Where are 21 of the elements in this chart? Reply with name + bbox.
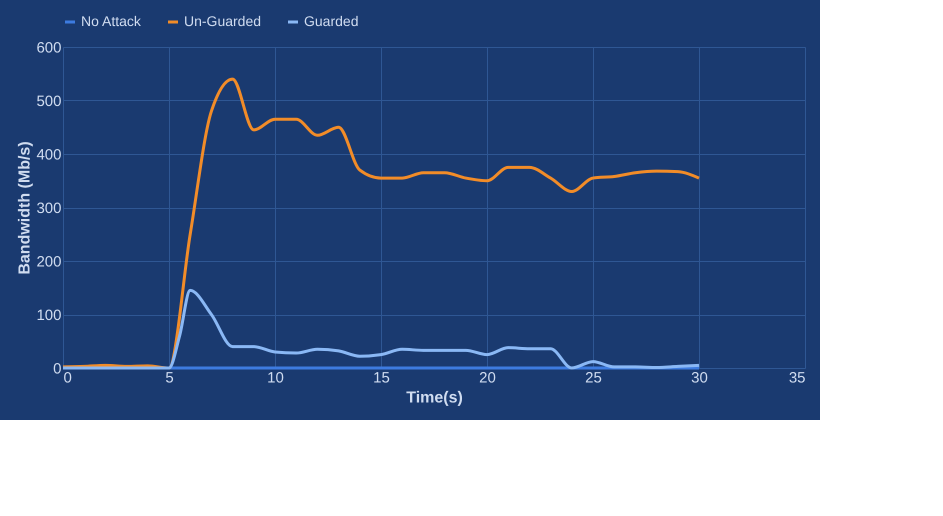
x-tick-label: 5 xyxy=(165,370,174,386)
x-tick-label: 30 xyxy=(691,370,708,386)
y-tick-label: 200 xyxy=(36,254,62,270)
x-tick-label: 35 xyxy=(788,370,806,386)
x-tick-label: 20 xyxy=(479,370,496,386)
legend-label: Guarded xyxy=(304,13,358,29)
y-tick-label: 100 xyxy=(36,307,62,324)
y-tick-label: 400 xyxy=(36,146,62,164)
x-tick-label: 15 xyxy=(373,370,390,386)
y-tick-label: 600 xyxy=(36,40,62,56)
y-tick-label: 300 xyxy=(36,200,62,217)
line-series xyxy=(62,288,700,370)
legend-label: No Attack xyxy=(81,13,142,29)
line-series xyxy=(62,78,700,370)
x-tick-label: 0 xyxy=(64,370,72,386)
legend-label: Un-Guarded xyxy=(184,13,262,29)
y-tick-label: 500 xyxy=(36,93,62,110)
x-tick-label: 25 xyxy=(585,370,602,386)
y-axis-title: Bandwidth (Mb/s) xyxy=(16,141,34,275)
x-axis-title: Time(s) xyxy=(406,390,463,406)
x-tick-label: 10 xyxy=(267,370,284,386)
